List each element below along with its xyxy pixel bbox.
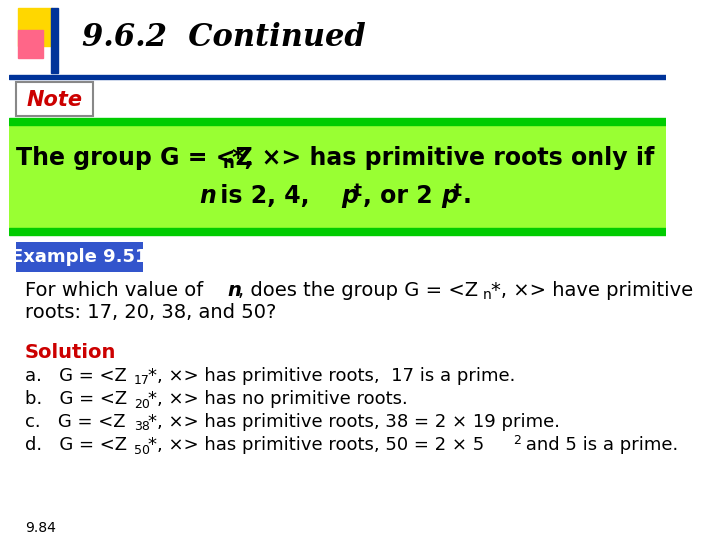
FancyBboxPatch shape	[16, 242, 143, 272]
Text: 2: 2	[513, 434, 521, 447]
Text: 17: 17	[134, 375, 150, 388]
Bar	[50, 8, 58, 73]
Text: t: t	[454, 182, 462, 200]
Text: and 5 is a prime.: and 5 is a prime.	[521, 436, 679, 454]
Text: 20: 20	[134, 397, 150, 410]
Text: b.   G = <Z: b. G = <Z	[25, 390, 127, 408]
Text: *, ×> has primitive roots,  17 is a prime.: *, ×> has primitive roots, 17 is a prime…	[148, 367, 515, 385]
Text: *, ×> has primitive roots, 38 = 2 × 19 prime.: *, ×> has primitive roots, 38 = 2 × 19 p…	[148, 413, 559, 431]
Text: d.   G = <Z: d. G = <Z	[25, 436, 127, 454]
Text: *, ×> has primitive roots only if: *, ×> has primitive roots only if	[232, 146, 654, 170]
Text: 9.6.2  Continued: 9.6.2 Continued	[81, 23, 365, 53]
Text: p: p	[441, 184, 458, 208]
Text: n: n	[222, 154, 235, 172]
Text: *, ×> has no primitive roots.: *, ×> has no primitive roots.	[148, 390, 408, 408]
Text: a.   G = <Z: a. G = <Z	[25, 367, 127, 385]
Text: , does the group G = <Z: , does the group G = <Z	[238, 280, 478, 300]
Bar	[9, 125, 666, 228]
FancyBboxPatch shape	[16, 82, 93, 116]
Text: Note: Note	[26, 90, 82, 110]
Bar	[9, 228, 666, 235]
Text: p: p	[341, 184, 358, 208]
Text: is 2, 4,: is 2, 4,	[212, 184, 318, 208]
Text: .: .	[463, 184, 472, 208]
Text: roots: 17, 20, 38, and 50?: roots: 17, 20, 38, and 50?	[25, 302, 276, 321]
Text: , or 2: , or 2	[363, 184, 433, 208]
Text: 38: 38	[134, 421, 150, 434]
Bar	[18, 8, 53, 46]
Text: t: t	[354, 182, 362, 200]
Text: Example 9.51: Example 9.51	[11, 248, 147, 266]
Text: The group G = <Z: The group G = <Z	[16, 146, 253, 170]
Bar	[18, 30, 43, 58]
Text: n: n	[483, 288, 492, 302]
Text: 50: 50	[134, 443, 150, 456]
Text: 9.84: 9.84	[25, 521, 56, 535]
Text: n: n	[199, 184, 216, 208]
Text: *, ×> have primitive: *, ×> have primitive	[491, 280, 693, 300]
Text: c.   G = <Z: c. G = <Z	[25, 413, 125, 431]
Text: *, ×> has primitive roots, 50 = 2 × 5: *, ×> has primitive roots, 50 = 2 × 5	[148, 436, 484, 454]
Text: For which value of: For which value of	[25, 280, 210, 300]
Text: n: n	[228, 280, 241, 300]
Text: Solution: Solution	[25, 342, 117, 361]
Bar	[9, 118, 666, 125]
Bar	[9, 75, 666, 79]
